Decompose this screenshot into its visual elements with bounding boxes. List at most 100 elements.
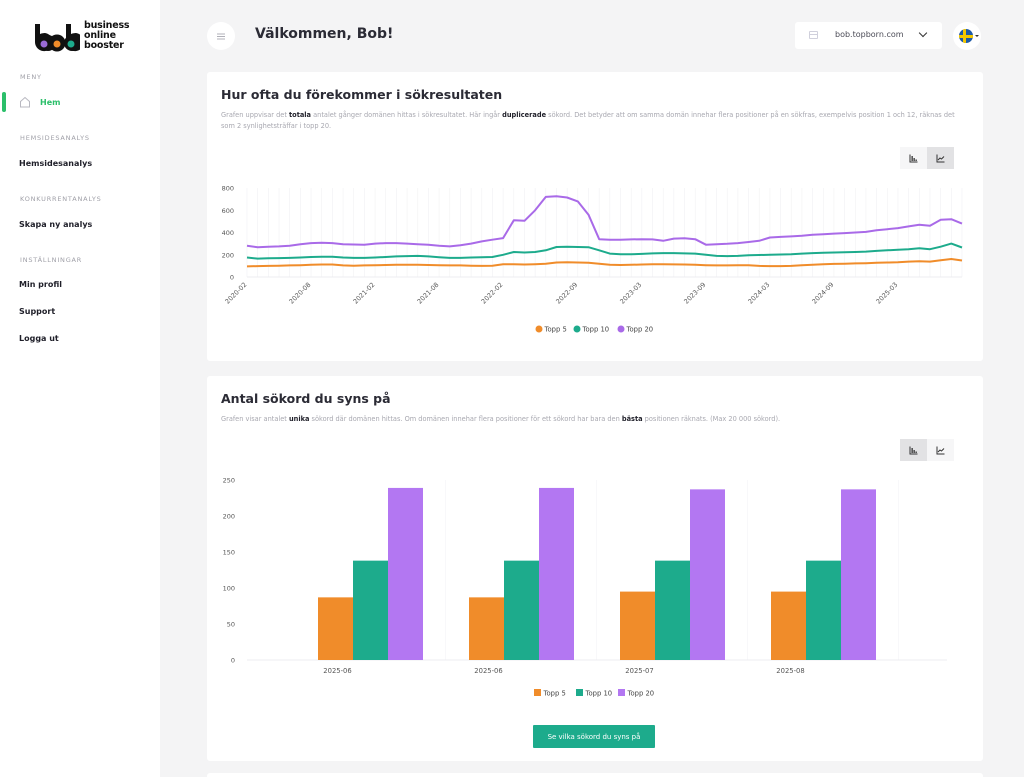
legend-swatch — [573, 325, 581, 333]
visibility-card: Hur ofta du förekommer i sökresultaten G… — [207, 72, 983, 361]
card-description: Grafen visar antalet unika sökord där do… — [221, 415, 781, 423]
series-line-topp-10 — [246, 242, 963, 260]
line-chart-button[interactable] — [927, 147, 954, 169]
sidebar-item-min-profil[interactable]: Min profil — [0, 273, 160, 295]
sidebar-item-hemsidesanalys[interactable]: Hemsidesanalys — [0, 152, 160, 174]
see-keywords-button[interactable]: Se vilka sökord du syns på — [533, 725, 655, 748]
bar-topp-20 — [539, 487, 574, 660]
line-chart-icon — [936, 446, 945, 454]
home-icon — [20, 96, 30, 108]
bar-topp-5 — [318, 597, 353, 660]
card-title: Hur ofta du förekommer i sökresultaten — [221, 87, 503, 102]
chart-type-toggle — [900, 439, 954, 461]
logo-text: business online booster — [84, 20, 130, 51]
y-tick-label: 800 — [222, 185, 234, 193]
sidebar-item-support[interactable]: Support — [0, 300, 160, 322]
bar-topp-20 — [388, 487, 423, 660]
sidebar-item-skapa-ny-analys[interactable]: Skapa ny analys — [0, 213, 160, 235]
legend-swatch — [535, 325, 543, 333]
bar-topp-10 — [806, 560, 841, 660]
hamburger-icon — [217, 35, 225, 37]
x-tick-label: 2025-06 — [474, 667, 502, 675]
line-chart: 0 200 400 600 800 2020-02 2020-08 2021-02 2021-0… — [222, 185, 963, 334]
y-tick-label: 0 — [231, 657, 235, 665]
sidebar-item-label: Min profil — [19, 279, 63, 289]
card-description: Grafen uppvisar det totala antalet gånge… — [221, 111, 955, 130]
legend-swatch — [617, 325, 625, 333]
line-chart-icon — [936, 154, 945, 162]
legend-label: Topp 5 — [543, 690, 566, 698]
bar-topp-5 — [771, 591, 806, 660]
sidebar-item-label: Support — [19, 306, 56, 316]
x-tick-label: 2020-08 — [288, 281, 313, 306]
y-tick-label: 400 — [222, 229, 234, 237]
x-tick-label: 2021-08 — [416, 281, 441, 306]
bar-chart: 0 50 100 150 200 250 2025-06 2025-06 2025-07 2025… — [223, 477, 947, 698]
sidebar-item-logga-ut[interactable]: Logga ut — [0, 327, 160, 349]
x-tick-label: 2025-06 — [323, 667, 351, 675]
legend-swatch — [618, 689, 625, 696]
chevron-down-icon — [918, 28, 928, 38]
nav-section-konkurrentanalys: KONKURRENTANALYS — [20, 195, 102, 203]
language-button[interactable] — [953, 22, 981, 50]
x-tick-label: 2023-03 — [618, 281, 643, 306]
legend-label: Topp 10 — [582, 326, 610, 334]
bar-topp-10 — [655, 560, 690, 660]
y-tick-label: 250 — [223, 477, 235, 485]
legend-label: Topp 20 — [626, 326, 654, 334]
legend-swatch — [534, 689, 541, 696]
domain-select-value: bob.topborn.com — [835, 30, 904, 39]
active-indicator — [2, 92, 6, 112]
bar-topp-10 — [353, 560, 388, 660]
x-tick-label: 2020-02 — [224, 281, 249, 306]
x-tick-label: 2024-03 — [746, 281, 771, 306]
legend-label: Topp 10 — [585, 690, 613, 698]
bar-topp-5 — [620, 591, 655, 660]
domain-select[interactable]: bob.topborn.com — [795, 22, 942, 49]
bar-topp-20 — [690, 489, 725, 660]
y-tick-label: 50 — [227, 621, 235, 629]
x-tick-label: 2022-02 — [480, 281, 505, 306]
series-line-topp-20 — [246, 195, 963, 249]
sweden-flag-icon — [959, 29, 973, 43]
x-tick-label: 2025-07 — [625, 667, 653, 675]
x-tick-label: 2025-08 — [776, 667, 804, 675]
legend-label: Topp 5 — [544, 326, 567, 334]
sidebar-item-hem[interactable]: Hem — [0, 91, 160, 113]
sidebar-item-label: Logga ut — [19, 333, 59, 343]
sidebar-item-label: Hem — [40, 97, 61, 107]
line-chart-button[interactable] — [927, 439, 954, 461]
y-tick-label: 150 — [223, 549, 235, 557]
series-line-topp-5 — [246, 258, 963, 268]
legend-swatch — [576, 689, 583, 696]
sidebar-item-label: Skapa ny analys — [19, 219, 93, 229]
bob-logo-icon — [34, 24, 80, 52]
bar-chart-button[interactable] — [900, 439, 927, 461]
nav-section-hemsidesanalys: HEMSIDESANALYS — [20, 134, 90, 142]
sidebar-item-label: Hemsidesanalys — [19, 158, 93, 168]
card-title: Antal sökord du syns på — [221, 391, 391, 406]
bar-chart-icon — [909, 154, 918, 162]
next-card — [207, 773, 983, 777]
y-tick-label: 0 — [230, 274, 234, 282]
legend-label: Topp 20 — [627, 690, 655, 698]
y-tick-label: 200 — [222, 251, 234, 259]
bar-chart-icon — [909, 446, 918, 454]
page-title: Välkommen, Bob! — [255, 26, 394, 42]
nav-section-meny: MENY — [20, 73, 42, 81]
bar-chart-button[interactable] — [900, 147, 927, 169]
y-tick-label: 100 — [223, 585, 235, 593]
bar-topp-5 — [469, 597, 504, 660]
caret-down-icon — [975, 35, 979, 37]
x-tick-label: 2024-09 — [810, 281, 835, 306]
website-icon — [809, 31, 818, 39]
bar-topp-20 — [841, 489, 876, 660]
bar-topp-10 — [504, 560, 539, 660]
keywords-card: Antal sökord du syns på Grafen visar ant… — [207, 376, 983, 761]
menu-toggle-button[interactable] — [207, 22, 235, 50]
y-tick-label: 200 — [223, 513, 235, 521]
logo[interactable]: business online booster — [34, 20, 144, 54]
chart-type-toggle — [900, 147, 954, 169]
x-tick-label: 2022-09 — [554, 281, 579, 306]
x-tick-label: 2021-02 — [352, 281, 377, 306]
